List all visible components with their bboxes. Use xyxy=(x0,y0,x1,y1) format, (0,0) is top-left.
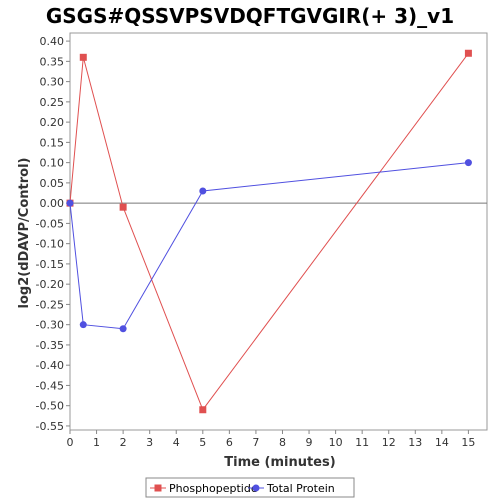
y-tick-label: -0.55 xyxy=(36,420,64,433)
x-axis-title: Time (minutes) xyxy=(224,455,335,470)
plot-area xyxy=(69,32,488,431)
y-tick-label: 0.00 xyxy=(40,197,65,210)
y-tick-label: -0.25 xyxy=(36,298,64,311)
y-tick-label: 0.30 xyxy=(40,76,65,89)
legend-entry: Phosphopeptide xyxy=(150,482,258,495)
x-tick-label: 1 xyxy=(93,436,100,449)
y-tick-label: -0.15 xyxy=(36,258,64,271)
y-axis-title: log2(dDAVP/Control) xyxy=(17,158,32,309)
series-layer xyxy=(66,49,472,414)
x-tick-label: 0 xyxy=(67,436,74,449)
x-tick-label: 12 xyxy=(382,436,396,449)
data-point xyxy=(119,325,127,333)
y-tick-label: 0.20 xyxy=(40,116,65,129)
x-tick-label: 2 xyxy=(120,436,127,449)
x-tick-label: 11 xyxy=(355,436,369,449)
x-axis: 0 1 2 3 4 5 6 7 8 9 10 11 12 13 14 15 xyxy=(67,430,475,449)
y-tick-label: -0.45 xyxy=(36,379,64,392)
y-axis: 0.40 0.35 0.30 0.25 0.20 0.15 0.10 0.05 0.00 -0.0… xyxy=(36,35,70,433)
data-point xyxy=(464,159,472,167)
y-tick-label: 0.05 xyxy=(40,177,65,190)
y-tick-label: -0.50 xyxy=(36,400,64,413)
y-tick-label: 0.10 xyxy=(40,157,65,170)
legend-label: Total Protein xyxy=(266,482,335,495)
data-point xyxy=(464,49,472,57)
y-tick-label: 0.40 xyxy=(40,35,65,48)
y-tick-label: -0.05 xyxy=(36,217,64,230)
legend-marker xyxy=(154,484,162,492)
legend: Phosphopeptide Total Protein xyxy=(145,477,355,498)
data-point xyxy=(79,321,87,329)
x-tick-label: 7 xyxy=(252,436,259,449)
y-tick-label: -0.10 xyxy=(36,238,64,251)
y-tick-label: -0.20 xyxy=(36,278,64,291)
x-tick-label: 8 xyxy=(279,436,286,449)
x-tick-label: 5 xyxy=(199,436,206,449)
data-point xyxy=(199,187,207,195)
legend-label: Phosphopeptide xyxy=(169,482,258,495)
y-tick-label: -0.35 xyxy=(36,339,64,352)
y-tick-label: 0.35 xyxy=(40,55,65,68)
x-tick-label: 6 xyxy=(226,436,233,449)
series-total-protein xyxy=(66,159,472,333)
y-tick-label: -0.40 xyxy=(36,359,64,372)
y-tick-label: 0.25 xyxy=(40,96,65,109)
data-point xyxy=(199,406,207,414)
legend-marker xyxy=(252,484,260,492)
data-point xyxy=(79,53,87,61)
legend-entry: Total Protein xyxy=(248,482,335,495)
chart-title: GSGS#QSSVPSVDQFTGVGIR(+ 3)_v1 xyxy=(46,4,454,28)
x-tick-label: 15 xyxy=(461,436,475,449)
x-tick-label: 9 xyxy=(306,436,313,449)
x-tick-label: 13 xyxy=(408,436,422,449)
x-tick-label: 14 xyxy=(435,436,449,449)
x-tick-label: 10 xyxy=(329,436,343,449)
y-tick-label: 0.15 xyxy=(40,136,65,149)
x-tick-label: 3 xyxy=(146,436,153,449)
data-point xyxy=(119,203,127,211)
y-tick-label: -0.30 xyxy=(36,319,64,332)
data-point xyxy=(66,199,74,207)
x-tick-label: 4 xyxy=(173,436,180,449)
